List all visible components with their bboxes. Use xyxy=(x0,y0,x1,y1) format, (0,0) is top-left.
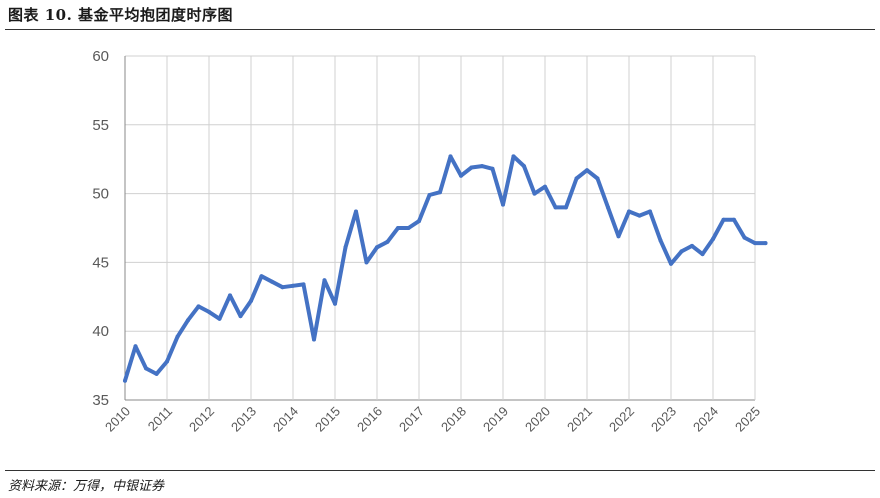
x-tick-label: 2013 xyxy=(228,404,259,435)
data-point xyxy=(669,261,673,266)
data-point xyxy=(480,164,484,169)
y-tick-label: 40 xyxy=(92,323,109,340)
x-tick-label: 2022 xyxy=(606,404,637,435)
chart-title: 图表 10. 基金平均抱团度时序图 xyxy=(8,6,234,24)
data-point xyxy=(721,217,726,222)
data-point xyxy=(228,293,232,298)
data-point xyxy=(123,378,127,383)
y-tick-label: 60 xyxy=(92,48,109,65)
data-point xyxy=(375,245,379,250)
data-point xyxy=(154,371,159,376)
x-tick-label: 2023 xyxy=(648,404,679,435)
data-point xyxy=(280,285,285,290)
top-rule xyxy=(5,29,875,30)
x-tick-label: 2017 xyxy=(396,404,427,435)
data-point xyxy=(585,168,589,173)
data-point xyxy=(501,202,505,207)
data-point xyxy=(396,226,400,230)
y-axis-ticks: 35 40 45 50 55 60 xyxy=(92,48,109,409)
x-tick-label: 2015 xyxy=(312,404,343,435)
data-point xyxy=(763,241,768,246)
x-axis-ticks: 2010 2011 2012 2013 2014 2015 2016 2017 2018 2019… xyxy=(102,404,763,435)
data-point xyxy=(312,337,316,342)
data-point xyxy=(543,184,547,189)
series-line xyxy=(123,154,768,383)
y-tick-label: 55 xyxy=(92,117,109,134)
data-point xyxy=(249,298,253,303)
data-point xyxy=(616,234,621,239)
x-tick-label: 2016 xyxy=(354,404,385,435)
data-point xyxy=(270,279,274,284)
source-note: 资料来源：万得，中银证券 xyxy=(8,479,165,494)
data-point xyxy=(532,191,537,196)
data-point xyxy=(144,366,148,371)
data-point xyxy=(217,316,222,321)
data-point xyxy=(333,301,337,306)
x-tick-label: 2018 xyxy=(438,404,469,435)
data-point xyxy=(165,359,169,364)
data-point xyxy=(186,318,190,323)
data-point xyxy=(417,219,421,224)
data-point xyxy=(322,278,327,283)
data-point xyxy=(259,274,264,279)
y-tick-label: 35 xyxy=(92,392,109,409)
data-point xyxy=(175,334,180,339)
data-point xyxy=(606,205,610,210)
data-point xyxy=(385,239,390,244)
y-tick-label: 45 xyxy=(92,254,109,271)
x-tick-label: 2019 xyxy=(480,404,511,435)
x-tick-label: 2012 xyxy=(186,404,217,435)
x-tick-label: 2020 xyxy=(522,404,553,435)
data-point xyxy=(690,243,694,248)
data-point xyxy=(133,344,138,349)
data-point xyxy=(427,193,432,197)
data-point xyxy=(648,209,652,214)
data-point xyxy=(301,282,306,287)
data-point xyxy=(753,241,757,246)
data-point xyxy=(291,283,295,288)
data-point xyxy=(732,217,736,222)
x-tick-label: 2021 xyxy=(564,404,595,435)
data-point xyxy=(711,237,715,241)
bottom-rule xyxy=(5,470,875,471)
data-point xyxy=(679,249,684,254)
data-point xyxy=(658,238,663,243)
data-point xyxy=(469,165,474,170)
data-point xyxy=(637,213,642,218)
grid xyxy=(124,55,756,401)
data-point xyxy=(196,304,201,309)
data-point xyxy=(490,166,495,171)
data-point xyxy=(448,154,453,159)
x-tick-label: 2025 xyxy=(732,404,763,435)
data-point xyxy=(459,173,463,178)
data-point xyxy=(553,205,558,210)
data-point xyxy=(207,309,211,314)
data-point xyxy=(742,235,747,240)
series-points xyxy=(123,154,768,383)
data-point xyxy=(522,164,526,169)
x-tick-label: 2024 xyxy=(690,404,721,435)
data-point xyxy=(343,245,348,250)
data-point xyxy=(238,314,243,319)
data-point xyxy=(627,209,631,214)
data-point xyxy=(574,176,579,181)
x-tick-label: 2011 xyxy=(145,404,175,434)
data-point xyxy=(595,176,600,181)
data-point xyxy=(406,226,411,230)
data-point xyxy=(364,260,369,265)
y-tick-label: 50 xyxy=(92,186,109,203)
data-point xyxy=(700,252,705,257)
data-point xyxy=(564,205,568,210)
data-point xyxy=(438,190,442,195)
data-point xyxy=(354,209,358,214)
x-tick-label: 2014 xyxy=(270,404,301,435)
data-point xyxy=(511,154,516,159)
